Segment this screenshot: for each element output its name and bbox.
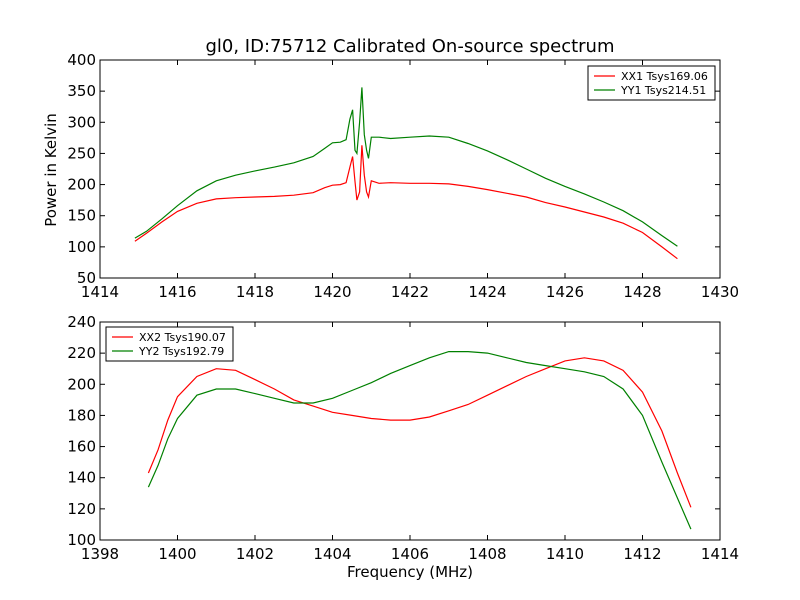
series-line-1-1 (134, 145, 678, 260)
y-tick-label: 140 (67, 469, 96, 487)
x-tick-label: 1422 (391, 283, 429, 301)
y-tick-label: 240 (67, 313, 96, 331)
x-tick-label: 1404 (313, 545, 351, 563)
legend-entry: XX2 Tsys190.07 (139, 331, 226, 344)
y-tick-label: 120 (67, 500, 96, 518)
x-tick-label: 1426 (546, 283, 584, 301)
bottom-spectrum-panel: 1398 1400 1402 1404 1406 1408 1410 1412 1414 100 1… (67, 313, 739, 563)
legend-box (587, 65, 716, 101)
y-tick-label: 50 (77, 269, 96, 287)
series-line-1-2 (134, 87, 678, 247)
y-tick-label: 200 (67, 375, 96, 393)
y-tick-label: 180 (67, 406, 96, 424)
legend-entry: YY2 Tsys192.79 (138, 345, 224, 358)
y-tick-label: 200 (67, 176, 96, 194)
x-tick-label: 1430 (701, 283, 739, 301)
series-line-2-1 (147, 357, 692, 508)
y-tick-label: 160 (67, 438, 96, 456)
x-tick-label: 1414 (81, 283, 119, 301)
legend-entry: YY1 Tsys214.51 (620, 84, 706, 97)
y-tick-label: 100 (67, 238, 96, 256)
figure-title: gl0, ID:75712 Calibrated On-source spect… (205, 36, 614, 57)
x-tick-label: 1416 (158, 283, 196, 301)
x-tick-label: 1414 (701, 545, 739, 563)
y-tick-label: 220 (67, 344, 96, 362)
legend-entry: XX1 Tsys169.06 (621, 70, 708, 83)
x-tick-label: 1400 (158, 545, 196, 563)
x-tick-label: 1424 (468, 283, 506, 301)
series-line-2-2 (147, 351, 692, 530)
x-tick-label: 1418 (236, 283, 274, 301)
top-y-axis-label: Power in Kelvin (42, 113, 60, 227)
y-tick-label: 350 (67, 82, 96, 100)
x-tick-label: 1406 (391, 545, 429, 563)
y-tick-label: 400 (67, 51, 96, 69)
x-tick-label: 1408 (468, 545, 506, 563)
y-tick-label: 250 (67, 144, 96, 162)
x-tick-label: 1428 (623, 283, 661, 301)
x-tick-label: 1402 (236, 545, 274, 563)
bottom-x-axis-label: Frequency (MHz) (347, 563, 473, 581)
y-tick-label: 100 (67, 531, 96, 549)
legend-box (105, 326, 234, 362)
y-tick-label: 300 (67, 113, 96, 131)
top-spectrum-panel: 1414 1416 1418 1420 1422 1424 1426 1428 1430 50 10… (67, 51, 739, 301)
x-tick-label: 1420 (313, 283, 351, 301)
x-tick-label: 1412 (623, 545, 661, 563)
x-tick-label: 1398 (81, 545, 119, 563)
x-tick-label: 1410 (546, 545, 584, 563)
y-tick-label: 150 (67, 207, 96, 225)
